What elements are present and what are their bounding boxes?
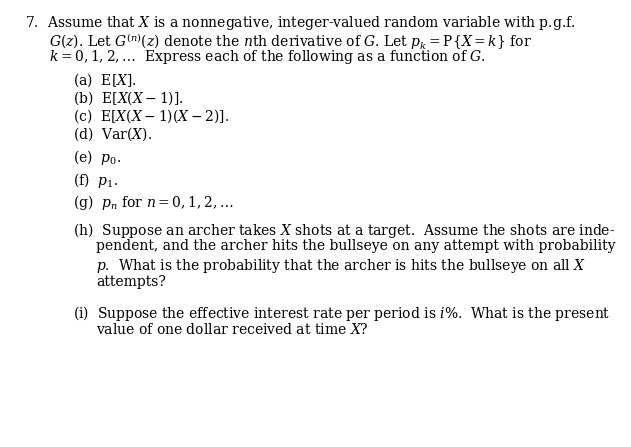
- Text: (e)  $p_0$.: (e) $p_0$.: [73, 148, 121, 168]
- Text: (g)  $p_n$ for $n = 0, 1, 2, \ldots$: (g) $p_n$ for $n = 0, 1, 2, \ldots$: [73, 193, 233, 212]
- Text: pendent, and the archer hits the bullseye on any attempt with probability: pendent, and the archer hits the bullsey…: [96, 239, 615, 253]
- Text: $k = 0, 1, 2, \ldots$  Express each of the following as a function of $G$.: $k = 0, 1, 2, \ldots$ Express each of th…: [49, 48, 485, 66]
- Text: (d)  $\mathrm{Var}(X)$.: (d) $\mathrm{Var}(X)$.: [73, 125, 151, 143]
- Text: $G(z)$. Let $G^{(n)}(z)$ denote the $n$th derivative of $G$. Let $p_k = \mathrm{: $G(z)$. Let $G^{(n)}(z)$ denote the $n$t…: [49, 31, 531, 52]
- Text: (h)  Suppose an archer takes $X$ shots at a target.  Assume the shots are inde-: (h) Suppose an archer takes $X$ shots at…: [73, 221, 615, 240]
- Text: (b)  $\mathrm{E}[X(X-1)]$.: (b) $\mathrm{E}[X(X-1)]$.: [73, 89, 184, 107]
- Text: (f)  $p_1$.: (f) $p_1$.: [73, 171, 118, 190]
- Text: 7.  Assume that $X$ is a nonnegative, integer-valued random variable with p.g.f.: 7. Assume that $X$ is a nonnegative, int…: [25, 14, 576, 32]
- Text: attempts?: attempts?: [96, 275, 166, 289]
- Text: (a)  $\mathrm{E}[X]$.: (a) $\mathrm{E}[X]$.: [73, 72, 136, 89]
- Text: (c)  $\mathrm{E}[X(X-1)(X-2)]$.: (c) $\mathrm{E}[X(X-1)(X-2)]$.: [73, 107, 228, 125]
- Text: (i)  Suppose the effective interest rate per period is $i$%.  What is the presen: (i) Suppose the effective interest rate …: [73, 304, 610, 323]
- Text: value of one dollar received at time $X$?: value of one dollar received at time $X$…: [96, 322, 369, 337]
- Text: $p$.  What is the probability that the archer is hits the bullseye on all $X$: $p$. What is the probability that the ar…: [96, 257, 586, 275]
